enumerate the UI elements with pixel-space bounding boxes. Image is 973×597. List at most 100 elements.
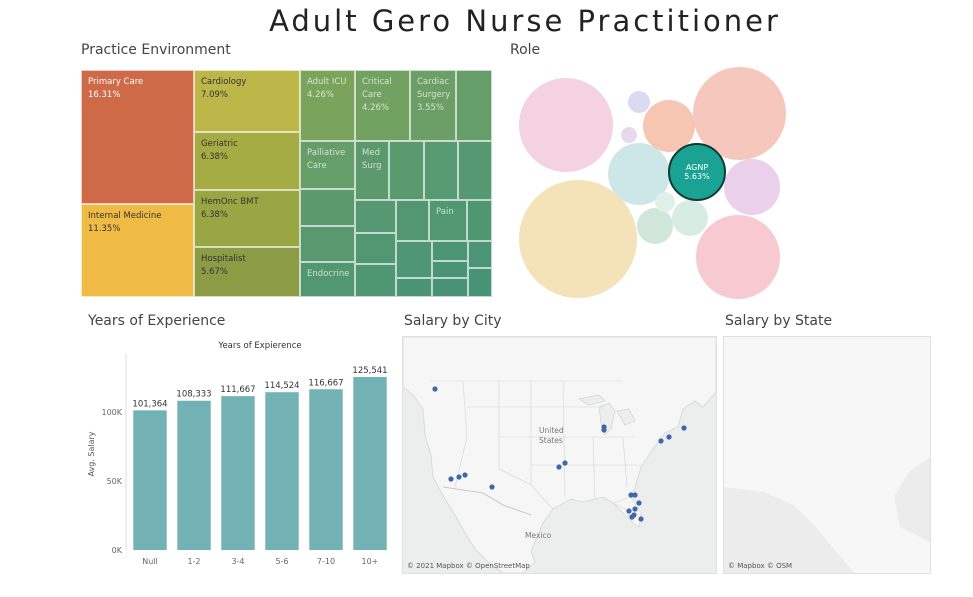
experience-bar[interactable] [133,410,167,550]
treemap-value: 11.35% [88,224,121,234]
mexico-border [442,486,532,516]
treemap-cell-unlabeled[interactable] [424,141,458,200]
treemap-cell-geriatric[interactable]: Geriatric 6.38% [194,132,300,190]
treemap-cell-unlabeled[interactable] [432,278,468,297]
bar-value-label: 116,667 [308,378,343,388]
role-bubble-chart: AGNP 5.63% [500,60,800,300]
role-bubble[interactable] [696,215,780,299]
role-bubble-label: AGNP [685,163,709,172]
city-point[interactable] [556,464,562,470]
treemap-label: Endocrine [307,269,350,279]
city-point[interactable] [666,434,672,440]
treemap-value: 6.38% [201,152,229,162]
role-bubble[interactable] [724,159,780,215]
treemap-value: 6.38% [201,210,229,220]
city-point[interactable] [636,500,642,506]
treemap-cell-unlabeled[interactable] [432,241,468,261]
treemap-cell-unlabeled[interactable] [396,200,429,241]
experience-bar[interactable] [221,396,255,550]
treemap-label: Adult ICU [307,77,347,87]
salary-state-map[interactable]: © Mapbox © OSM [723,336,931,574]
treemap-cell-internal-medicine[interactable]: Internal Medicine 11.35% [81,204,194,297]
treemap-cell-cardiology[interactable]: Cardiology 7.09% [194,70,300,132]
practice-environment-title: Practice Environment [81,42,231,58]
treemap-cell-endocrine[interactable]: Endocrine [300,262,355,297]
years-experience-title: Years of Experience [88,313,226,329]
experience-bar[interactable] [309,389,343,550]
city-point[interactable] [489,484,495,490]
role-bubble[interactable] [643,100,695,152]
treemap-cell-unlabeled[interactable] [432,261,468,278]
treemap-cell-unlabeled[interactable] [467,200,492,241]
role-bubble[interactable] [655,192,675,212]
city-point[interactable] [432,386,438,392]
treemap-cell-unlabeled[interactable] [456,70,492,141]
treemap-value: 16.31% [88,90,121,100]
treemap-cell-palliative-care[interactable]: Palliative Care [300,141,355,189]
city-point[interactable] [632,506,638,512]
treemap-cell-unlabeled[interactable] [468,241,492,268]
role-bubble[interactable] [519,78,613,172]
treemap-cell-adult-icu[interactable]: Adult ICU 4.26% [300,70,355,141]
experience-bar[interactable] [353,377,387,550]
treemap-label: Palliative Care [307,148,346,171]
map-label-mexico: Mexico [525,531,552,540]
treemap-cell-critical-care[interactable]: Critical Care 4.26% [355,70,410,141]
x-tick-label: 7-10 [317,557,335,566]
treemap-cell-cardiac-surgery[interactable]: Cardiac Surgery 3.55% [410,70,456,141]
treemap-cell-unlabeled[interactable] [355,200,396,233]
experience-bar[interactable] [177,400,211,550]
treemap-cell-unlabeled[interactable] [355,233,396,264]
treemap-label: HemOnc BMT [201,197,259,207]
city-point[interactable] [448,476,454,482]
y-axis-label: Avg. Salary [87,431,96,476]
city-point[interactable] [681,425,687,431]
role-bubble[interactable] [519,180,637,298]
gulf-of-mexico [548,503,625,551]
experience-bar[interactable] [265,392,299,550]
city-point[interactable] [628,492,634,498]
dashboard-title: Adult Gero Nurse Practitioner [269,4,781,38]
city-point[interactable] [626,508,632,514]
treemap-cell-hemonc-bmt[interactable]: HemOnc BMT 6.38% [194,190,300,247]
treemap-cell-med-surg[interactable]: Med Surg [355,141,389,200]
experience-bar-chart: Years of Expierence Avg. Salary 0K 50K 100… [87,341,388,566]
treemap-cell-unlabeled[interactable] [458,141,492,200]
treemap-cell-unlabeled[interactable] [389,141,424,200]
treemap-label: Critical Care [362,77,392,100]
treemap-label: Cardiac Surgery [417,77,451,100]
city-point[interactable] [462,472,468,478]
treemap-value: 4.26% [307,90,335,100]
treemap-cell-hospitalist[interactable]: Hospitalist 5.67% [194,247,300,297]
treemap-cell-unlabeled[interactable] [300,226,355,262]
salary-city-title: Salary by City [404,313,502,329]
role-bubble[interactable] [621,127,637,143]
city-point[interactable] [631,512,637,518]
treemap-cell-unlabeled[interactable] [355,264,396,297]
city-point[interactable] [658,438,664,444]
role-bubble[interactable] [628,91,650,113]
treemap-cell-unlabeled[interactable] [396,278,432,297]
city-point[interactable] [456,474,462,480]
treemap-cell-primary-care[interactable]: Primary Care 16.31% [81,70,194,204]
treemap-cell-unlabeled[interactable] [300,189,355,226]
treemap-cell-unlabeled[interactable] [468,268,492,297]
bar-value-label: 108,333 [176,390,211,400]
role-bubble[interactable] [637,208,673,244]
role-title: Role [510,42,541,58]
bar-value-label: 101,364 [132,399,167,409]
treemap-cell-pain[interactable]: Pain [429,200,467,241]
x-tick-label: 10+ [362,557,379,566]
role-bubble[interactable] [672,200,708,236]
practice-treemap: Primary Care 16.31% Internal Medicine 11… [81,70,492,297]
treemap-label: Hospitalist [201,254,246,264]
city-point[interactable] [562,460,568,466]
city-point[interactable] [638,516,644,522]
lake-superior [578,394,606,406]
treemap-cell-unlabeled[interactable] [396,241,432,278]
role-bubble-agnp[interactable]: AGNP 5.63% [668,143,726,201]
city-point[interactable] [632,492,638,498]
map-credit: © Mapbox © OSM [728,562,793,570]
city-point[interactable] [601,427,607,433]
salary-city-map[interactable]: United States Mexico © 2021 Mapbox © Ope… [402,336,717,574]
